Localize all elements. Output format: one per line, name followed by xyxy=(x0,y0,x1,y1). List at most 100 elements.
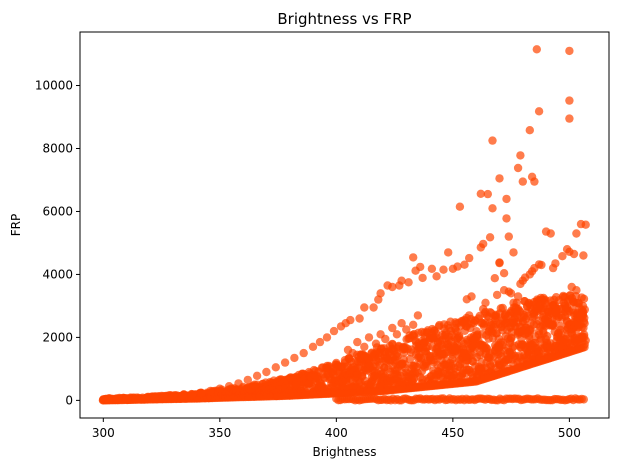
data-point xyxy=(495,258,504,268)
data-point xyxy=(516,151,525,160)
data-point xyxy=(262,367,271,377)
y-axis-label: FRP xyxy=(9,214,23,236)
data-point xyxy=(315,337,325,347)
data-point xyxy=(581,220,590,229)
data-point xyxy=(141,394,150,403)
data-point xyxy=(504,232,513,241)
data-point xyxy=(565,46,574,56)
data-point xyxy=(416,262,425,272)
data-point xyxy=(539,311,548,320)
data-point xyxy=(299,348,308,358)
data-point xyxy=(567,282,576,292)
data-point xyxy=(544,317,553,326)
y-tick-label: 10000 xyxy=(35,79,73,93)
data-point xyxy=(113,395,122,404)
data-point xyxy=(388,323,397,333)
data-point xyxy=(458,317,467,326)
data-point xyxy=(525,126,534,135)
data-point xyxy=(383,281,392,290)
data-point xyxy=(490,274,499,283)
data-point xyxy=(369,303,378,312)
data-point xyxy=(271,363,280,372)
data-point xyxy=(579,323,588,333)
data-point xyxy=(483,189,492,199)
data-point xyxy=(409,320,418,329)
data-point xyxy=(441,328,451,337)
data-point xyxy=(343,345,353,355)
data-point xyxy=(329,326,339,336)
x-tick-label: 450 xyxy=(441,426,464,440)
data-point xyxy=(409,253,418,262)
data-point xyxy=(476,189,485,198)
data-point xyxy=(405,355,415,364)
data-point xyxy=(322,333,332,342)
y-tick-label: 2000 xyxy=(42,330,73,344)
y-tick-label: 6000 xyxy=(42,204,73,218)
x-tick-label: 500 xyxy=(558,426,581,440)
data-point xyxy=(455,202,465,211)
data-point xyxy=(523,301,532,311)
data-point xyxy=(513,292,523,301)
data-point xyxy=(543,331,552,341)
data-point xyxy=(364,333,374,342)
data-point xyxy=(413,311,423,320)
data-point xyxy=(469,319,478,328)
data-point xyxy=(499,286,509,295)
data-point xyxy=(499,269,509,278)
data-point xyxy=(360,303,369,312)
data-point xyxy=(374,295,383,304)
data-point xyxy=(197,388,206,397)
data-point xyxy=(451,323,460,333)
data-point xyxy=(502,214,511,223)
data-point xyxy=(546,229,555,238)
data-point xyxy=(495,174,504,183)
data-point xyxy=(465,253,474,263)
data-point xyxy=(548,263,558,273)
y-axis: 0 2000 4000 6000 8000 10000 xyxy=(35,79,80,407)
data-point xyxy=(215,384,224,393)
data-point xyxy=(404,278,413,287)
data-point xyxy=(572,229,581,238)
data-point xyxy=(551,308,560,317)
data-point xyxy=(502,194,511,204)
data-point xyxy=(565,114,574,123)
data-point xyxy=(280,358,290,367)
data-point xyxy=(569,249,579,259)
data-point xyxy=(537,260,546,270)
data-point xyxy=(430,333,439,342)
data-point xyxy=(462,295,471,304)
data-point xyxy=(427,264,437,273)
data-point xyxy=(488,204,497,213)
data-point xyxy=(434,322,444,331)
data-point xyxy=(169,392,178,401)
data-point xyxy=(418,336,427,345)
data-point xyxy=(402,325,411,334)
data-point xyxy=(518,177,527,186)
data-point xyxy=(290,353,299,363)
y-tick-label: 0 xyxy=(65,393,73,407)
data-point xyxy=(565,96,574,105)
data-point xyxy=(395,281,404,290)
data-point xyxy=(360,342,369,351)
data-point xyxy=(492,290,502,300)
data-point xyxy=(509,298,518,307)
data-point xyxy=(252,371,262,380)
x-tick-label: 400 xyxy=(325,426,348,440)
data-point xyxy=(509,248,518,257)
data-point xyxy=(418,273,427,283)
data-point xyxy=(224,382,234,391)
x-tick-label: 300 xyxy=(92,426,115,440)
plot-area-frame xyxy=(79,31,610,419)
data-point xyxy=(518,317,527,326)
scatter-points xyxy=(98,45,590,405)
data-point xyxy=(397,319,406,328)
data-point xyxy=(432,272,441,281)
data-point xyxy=(446,317,455,326)
data-point xyxy=(439,265,448,274)
data-point xyxy=(516,279,525,289)
data-point xyxy=(485,308,495,317)
data-point xyxy=(574,298,583,307)
data-point xyxy=(530,177,539,186)
data-point xyxy=(558,252,567,261)
